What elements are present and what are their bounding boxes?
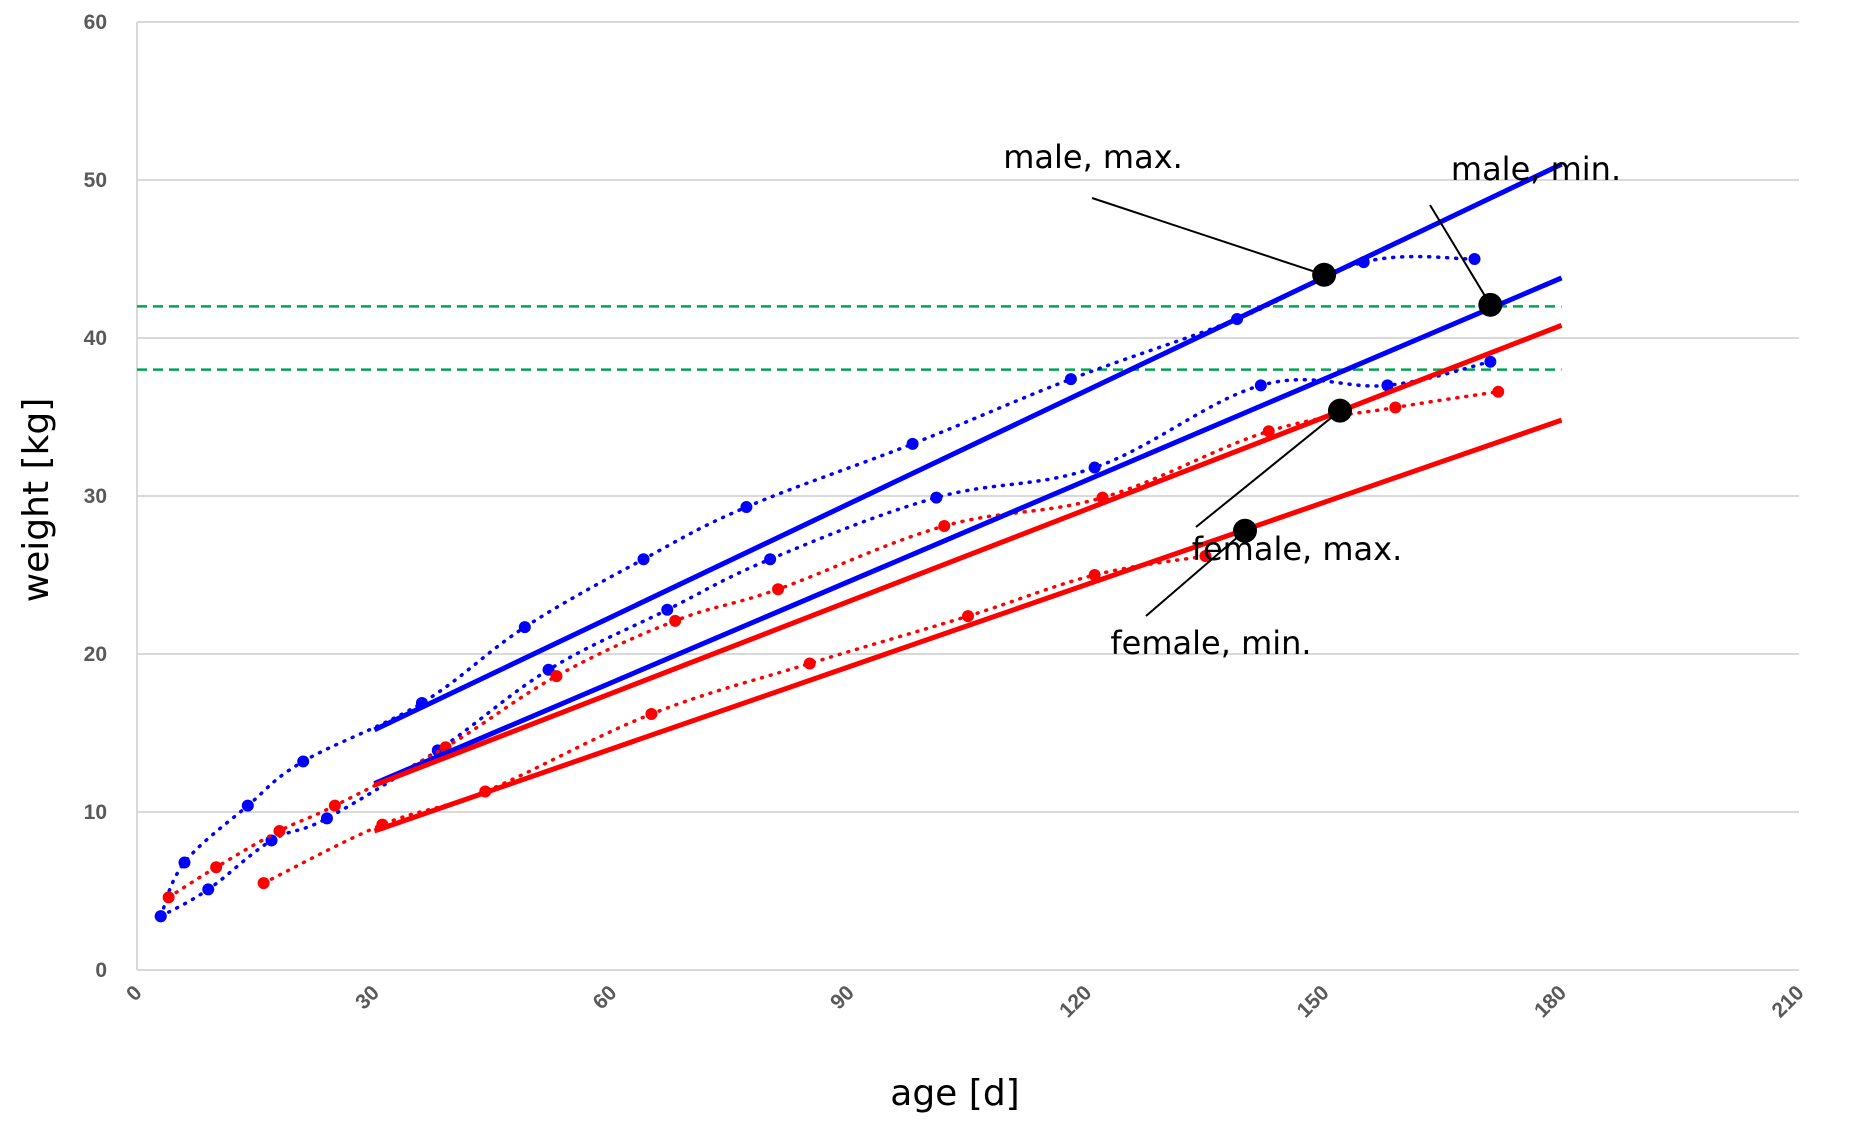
highlight-points (1233, 262, 1503, 543)
y-axis-title: weight [kg] (16, 398, 57, 603)
y-tick-label: 50 (84, 169, 107, 192)
female-data-point (1389, 401, 1402, 414)
y-tick-label: 40 (84, 327, 107, 350)
female-data-point (210, 861, 223, 874)
y-tick-label: 0 (95, 959, 107, 982)
male-data-point (1254, 379, 1267, 392)
female-data-point (550, 670, 563, 683)
male-data-point (661, 603, 674, 616)
male-data-point (906, 437, 919, 450)
x-tick-label: 0 (122, 981, 147, 1006)
male-data-point (202, 883, 215, 896)
highlight-marker (1233, 518, 1257, 543)
female-data-point (645, 708, 658, 721)
male-data-point (178, 856, 191, 869)
y-tick-label: 30 (84, 485, 107, 508)
highlight-marker (1478, 292, 1503, 317)
male-data-point (518, 621, 531, 634)
female-observed-curve (261, 554, 1208, 885)
y-tick-label: 20 (84, 643, 107, 666)
female-fit-line (373, 323, 1563, 788)
female-data-point (257, 877, 270, 890)
female-data-point (1088, 569, 1101, 581)
female-fit-line (373, 417, 1563, 834)
male-data-point (930, 491, 943, 504)
x-tick-label: 120 (1055, 981, 1096, 1022)
male-fit-line (373, 275, 1563, 786)
female-observed-curve (166, 389, 1501, 900)
reference-lines (137, 305, 1562, 371)
male-data-point (764, 553, 777, 566)
callout-label: female, max. (1192, 530, 1403, 568)
callout-leader (1429, 204, 1492, 306)
female-data-point (803, 657, 816, 670)
female-data-point (772, 583, 785, 596)
female-data-point (1262, 425, 1275, 438)
male-data-point (1381, 379, 1394, 392)
callout-label: female, min. (1110, 624, 1311, 662)
female-data-point (1199, 550, 1212, 563)
x-tick-label: 210 (1767, 981, 1808, 1022)
callout-leader (1195, 409, 1341, 528)
male-data-point (637, 553, 650, 566)
highlight-marker (1312, 262, 1337, 287)
female-data-point (669, 614, 682, 627)
female-data-point (162, 891, 175, 904)
male-data-point (320, 812, 333, 825)
male-fit-line (373, 161, 1563, 733)
female-data-point (938, 520, 951, 533)
male-data-point (1484, 355, 1497, 368)
male-data-point (1088, 461, 1101, 474)
female-data-point (328, 799, 341, 812)
callout-leader (1091, 197, 1325, 276)
male-data-point (740, 501, 753, 514)
x-tick-label: 180 (1530, 981, 1571, 1022)
x-tick-label: 30 (351, 981, 384, 1014)
fit-lines (373, 161, 1563, 834)
female-data-point (273, 824, 286, 837)
callout-label: male, min. (1451, 150, 1621, 188)
y-tick-label: 60 (84, 11, 107, 34)
callouts: male, max. male, min. female, max. female, … (1003, 138, 1621, 662)
y-tick-label: 10 (84, 801, 107, 824)
male-data-point (154, 910, 167, 923)
grid-layer (136, 21, 1799, 971)
x-tick-label: 60 (589, 981, 622, 1014)
callout-leader (1145, 530, 1246, 617)
x-axis-title: age [d] (890, 1073, 1019, 1114)
female-data-point (962, 610, 974, 623)
x-tick-label: 150 (1293, 981, 1334, 1022)
male-observed-curve (158, 254, 1477, 919)
female-data-point (1492, 385, 1505, 398)
male-data-point (1468, 253, 1481, 265)
male-data-point (1064, 373, 1077, 386)
male-data-point (241, 799, 254, 812)
x-tick-label: 90 (826, 981, 859, 1014)
male-data-point (297, 755, 310, 768)
callout-label: male, max. (1003, 138, 1183, 176)
highlight-marker (1327, 398, 1352, 423)
